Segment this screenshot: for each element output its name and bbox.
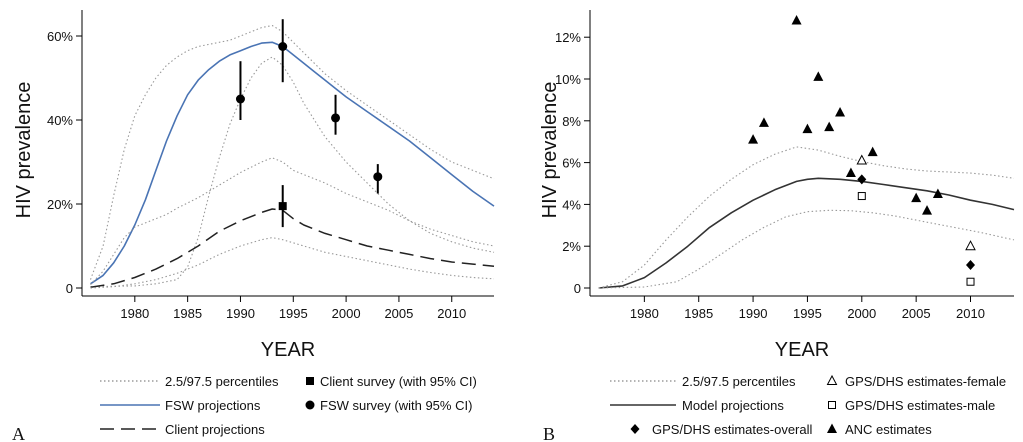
point-anc-estimates [835, 106, 846, 117]
legend-swatch-marker [305, 400, 315, 410]
y-tick-label: 2% [562, 239, 581, 254]
panel-label: A [12, 424, 25, 442]
point-anc-estimates [758, 117, 769, 127]
point-anc-estimates [824, 121, 835, 132]
legend-swatch-marker [828, 401, 836, 409]
x-tick-label: 2005 [384, 306, 413, 321]
panel-label: B [543, 424, 555, 442]
point-fsw-survey-with-95-ci [235, 94, 245, 104]
x-tick-label: 1990 [739, 306, 768, 321]
x-tick-label: 2010 [956, 306, 985, 321]
x-tick-label: 1995 [279, 306, 308, 321]
point-gps-dhs-estimates-male [857, 192, 866, 201]
legend-label: GPS/DHS estimates-female [845, 374, 1006, 389]
legend-swatch-marker [306, 377, 314, 385]
series-line-fsw-projections [90, 41, 495, 285]
legend-label: Client projections [165, 422, 265, 437]
y-tick-label: 10% [555, 72, 581, 87]
point-gps-dhs-estimates-female [965, 240, 976, 251]
percentile-line-client-projections [90, 237, 495, 289]
y-tick-label: 0 [574, 281, 581, 296]
legend-label: GPS/DHS estimates-overall [652, 422, 812, 437]
y-tick-label: 60% [47, 29, 73, 44]
point-anc-estimates [922, 205, 933, 215]
percentile-line-client-projections [90, 157, 495, 285]
y-tick-label: 8% [562, 114, 581, 129]
point-gps-dhs-estimates-female [856, 154, 868, 165]
legend-label: GPS/DHS estimates-male [845, 398, 995, 413]
x-tick-label: 1985 [684, 306, 713, 321]
x-tick-label: 1980 [120, 306, 149, 321]
legend-swatch-marker [630, 424, 640, 434]
point-gps-dhs-estimates-male [966, 277, 975, 286]
percentile-line-fsw-projections [90, 56, 495, 288]
x-tick-label: 2010 [437, 306, 466, 321]
point-fsw-survey-with-95-ci [373, 172, 383, 182]
legend-label: FSW survey (with 95% CI) [320, 398, 472, 413]
point-client-survey-with-95-ci [278, 202, 287, 211]
legend-swatch-marker [827, 423, 837, 433]
legend-label: ANC estimates [845, 422, 932, 437]
panel-a: 1980 1985 1990 1995 2000 2005 2010 0 20% 40% 60% YE… [12, 10, 495, 442]
point-fsw-survey-with-95-ci [278, 42, 288, 51]
percentile-line-fsw-projections [89, 24, 495, 280]
point-anc-estimates [845, 167, 856, 178]
legend-label: FSW projections [165, 398, 261, 413]
legend-label: 2.5/97.5 percentiles [682, 374, 796, 389]
point-gps-dhs-estimates-overall [966, 260, 976, 271]
x-tick-label: 2005 [902, 306, 931, 321]
point-anc-estimates [867, 146, 878, 157]
legend-swatch-marker [826, 374, 838, 385]
x-tick-label: 1985 [173, 306, 202, 321]
y-tick-label: 12% [555, 30, 581, 45]
x-tick-label: 1990 [226, 306, 255, 321]
series-line-client-projections [90, 208, 495, 288]
x-axis-label: YEAR [261, 339, 315, 361]
x-axis-label: YEAR [775, 339, 829, 361]
y-tick-label: 0 [66, 281, 73, 296]
percentile-line-model-projections [598, 209, 1015, 289]
y-tick-label: 4% [562, 197, 581, 212]
point-anc-estimates [802, 123, 813, 134]
point-anc-estimates [791, 14, 802, 25]
x-tick-label: 1980 [630, 306, 659, 321]
y-tick-label: 6% [562, 156, 581, 171]
point-anc-estimates [748, 134, 759, 144]
panel-b: 1980 1985 1990 1995 2000 2005 2010 0 2% 4% 6% 8% 10%… [539, 10, 1015, 442]
y-tick-label: 20% [47, 197, 73, 212]
point-anc-estimates [932, 188, 943, 198]
x-tick-label: 2000 [332, 306, 361, 321]
series-line-model-projections [598, 177, 1015, 289]
point-gps-dhs-estimates-overall [857, 174, 867, 185]
point-anc-estimates [813, 71, 824, 81]
legend-label: Client survey (with 95% CI) [320, 374, 477, 389]
x-tick-label: 1995 [793, 306, 822, 321]
point-anc-estimates [911, 192, 922, 203]
y-tick-label: 40% [47, 113, 73, 128]
y-axis-label: HIV prevalence [13, 82, 35, 219]
y-axis-label: HIV prevalence [539, 82, 561, 219]
point-fsw-survey-with-95-ci [331, 113, 341, 123]
legend-label: Model projections [682, 398, 784, 413]
legend-label: 2.5/97.5 percentiles [165, 374, 279, 389]
x-tick-label: 2000 [847, 306, 876, 321]
